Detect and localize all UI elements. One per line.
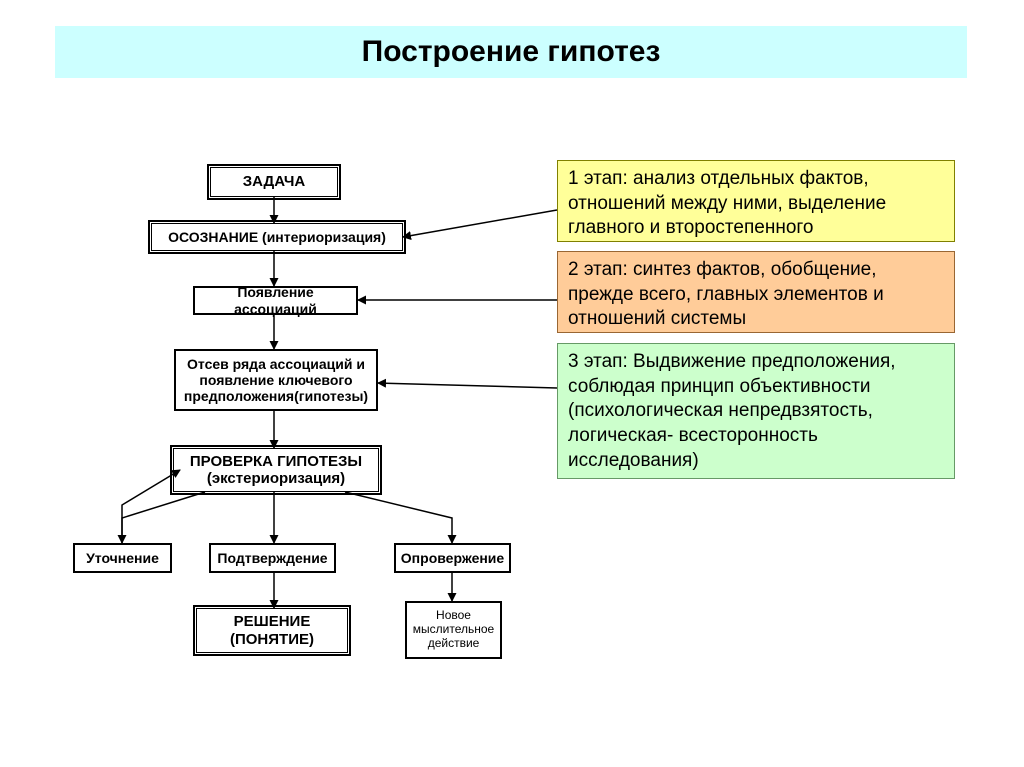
stage-box-3-text: 3 этап: Выдвижение предположения, соблюд… (568, 351, 896, 471)
node-new-action-label: Новое мыслительное действие (413, 609, 494, 650)
node-task-label: ЗАДАЧА (243, 173, 306, 190)
node-new-action: Новое мыслительное действие (405, 601, 502, 659)
stage-box-3: 3 этап: Выдвижение предположения, соблюд… (557, 343, 955, 479)
stage-box-2: 2 этап: синтез фактов, обобщение, прежде… (557, 251, 955, 333)
page-title-text: Построение гипотез (362, 35, 661, 68)
diagram-stage: Построение гипотез ЗАДАЧА ОСОЗНАНИЕ (инт… (0, 0, 1024, 767)
node-confirm-label: Подтверждение (217, 550, 327, 566)
node-refute: Опровержение (394, 543, 511, 573)
node-filter-label: Отсев ряда ассоциаций и появление ключев… (182, 356, 370, 404)
node-awareness-label: ОСОЗНАНИЕ (интериоризация) (168, 229, 386, 245)
node-refine-label: Уточнение (86, 550, 159, 566)
page-title: Построение гипотез (55, 26, 967, 78)
node-confirm: Подтверждение (209, 543, 336, 573)
node-task: ЗАДАЧА (210, 167, 338, 197)
stage-box-2-text: 2 этап: синтез фактов, обобщение, прежде… (568, 259, 884, 329)
node-solution-label: РЕШЕНИЕ (ПОНЯТИЕ) (203, 613, 341, 648)
node-associations: Появление ассоциаций (193, 286, 358, 315)
node-associations-label: Появление ассоциаций (201, 284, 350, 316)
node-awareness: ОСОЗНАНИЕ (интериоризация) (151, 223, 403, 251)
node-solution: РЕШЕНИЕ (ПОНЯТИЕ) (196, 608, 348, 653)
node-refute-label: Опровержение (401, 550, 504, 566)
node-check: ПРОВЕРКА ГИПОТЕЗЫ (экстериоризация) (173, 448, 379, 492)
node-check-label: ПРОВЕРКА ГИПОТЕЗЫ (экстериоризация) (180, 453, 372, 488)
stage-box-1-text: 1 этап: анализ отдельных фактов, отношен… (568, 168, 886, 238)
stage-box-1: 1 этап: анализ отдельных фактов, отношен… (557, 160, 955, 242)
node-filter: Отсев ряда ассоциаций и появление ключев… (174, 349, 378, 411)
node-refine: Уточнение (73, 543, 172, 573)
